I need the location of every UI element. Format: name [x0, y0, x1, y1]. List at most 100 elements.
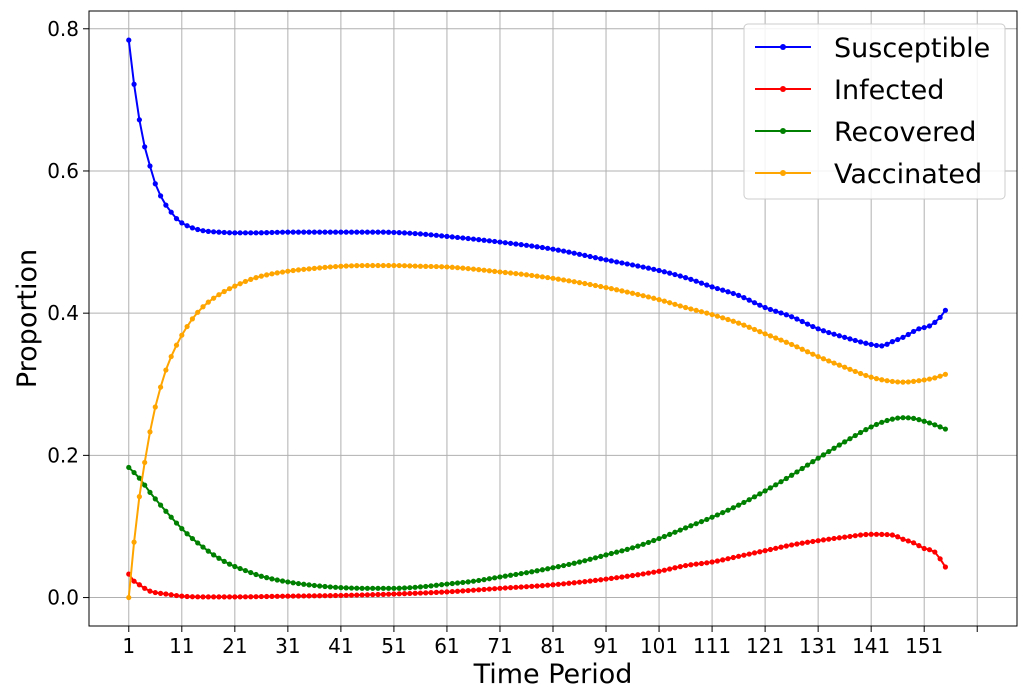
legend-box [743, 23, 1006, 200]
data-point [539, 244, 545, 251]
data-point [317, 265, 323, 271]
data-point [571, 250, 577, 256]
data-point [274, 593, 280, 599]
data-point [142, 144, 148, 150]
data-point [322, 593, 328, 599]
data-point [460, 579, 466, 586]
data-point [221, 558, 227, 564]
data-point [253, 571, 259, 578]
data-point [895, 336, 901, 343]
data-point [359, 262, 365, 269]
data-point [677, 273, 683, 279]
data-point [767, 306, 774, 313]
data-point [831, 535, 837, 542]
data-point [502, 585, 508, 591]
data-point [454, 580, 461, 586]
data-point [603, 284, 609, 291]
data-point [545, 582, 551, 588]
data-point [847, 336, 853, 342]
data-point [561, 562, 567, 569]
data-point [799, 346, 805, 352]
data-point [269, 576, 275, 582]
data-point [423, 583, 429, 590]
data-point [444, 233, 450, 239]
data-point [794, 316, 800, 322]
data-point [725, 289, 731, 295]
data-point [561, 277, 567, 283]
data-point [237, 230, 243, 236]
data-point [873, 376, 880, 382]
data-point [608, 258, 614, 264]
data-point [163, 591, 169, 597]
data-point [682, 562, 689, 569]
data-point [661, 269, 667, 275]
data-point [932, 549, 938, 555]
data-point [444, 581, 450, 587]
data-point [396, 230, 402, 236]
data-point [401, 263, 408, 269]
data-point [815, 538, 821, 544]
data-point [354, 592, 360, 598]
data-point [545, 245, 551, 251]
data-point [518, 271, 524, 277]
data-point [396, 591, 402, 597]
data-point [433, 232, 439, 238]
legend-swatch-marker [780, 86, 786, 92]
data-point [651, 295, 657, 301]
data-point [709, 514, 715, 520]
data-point [205, 548, 211, 554]
data-point [905, 538, 911, 544]
data-point [783, 312, 789, 318]
data-point [895, 534, 901, 540]
data-point [295, 580, 302, 587]
data-point [375, 262, 381, 269]
data-point [375, 585, 381, 591]
data-point [863, 531, 869, 538]
data-point [688, 276, 694, 282]
data-point [582, 252, 588, 259]
data-point [423, 231, 429, 237]
data-point [173, 342, 180, 348]
data-point [513, 584, 519, 590]
data-point [232, 230, 238, 236]
data-point [407, 585, 413, 591]
data-point [789, 341, 795, 348]
data-point [205, 594, 211, 600]
data-point [826, 536, 832, 542]
data-point [242, 567, 249, 574]
data-point [354, 229, 360, 235]
data-point [322, 264, 328, 270]
x-tick-label: 71 [487, 634, 512, 658]
data-point [598, 577, 604, 583]
data-point [486, 268, 492, 274]
data-point [407, 230, 413, 236]
data-point [168, 592, 174, 598]
data-point [470, 266, 477, 272]
data-point [852, 533, 858, 539]
data-point [301, 229, 307, 235]
data-point [258, 273, 264, 279]
data-point [539, 274, 545, 280]
data-point [439, 264, 445, 270]
data-point [306, 266, 312, 272]
data-point [884, 378, 890, 384]
data-point [322, 583, 328, 590]
data-point [767, 485, 774, 491]
data-point [317, 583, 323, 589]
data-point [937, 373, 943, 379]
data-point [301, 581, 307, 587]
data-point [879, 419, 885, 425]
data-point [730, 505, 736, 511]
data-point [439, 582, 445, 588]
data-point [645, 539, 652, 546]
data-point [497, 269, 503, 275]
data-point [258, 593, 264, 600]
data-point [348, 585, 355, 591]
data-point [804, 349, 811, 355]
data-point [157, 384, 164, 390]
data-point [375, 229, 381, 235]
data-point [895, 415, 901, 421]
data-point [799, 318, 805, 325]
data-point [810, 459, 816, 465]
data-point [619, 574, 625, 580]
